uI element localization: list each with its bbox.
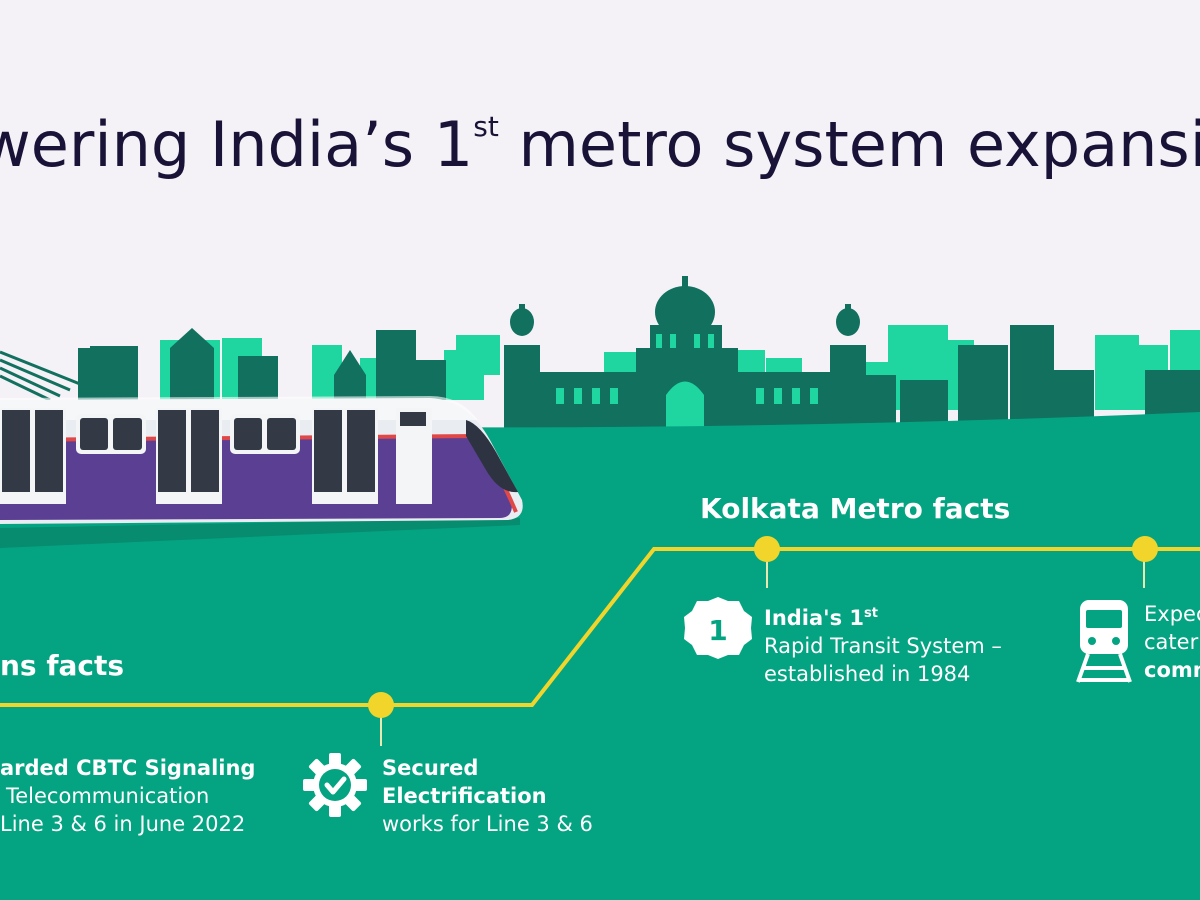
siemens-facts-heading: ns facts xyxy=(0,649,125,682)
timeline-track xyxy=(0,547,1200,707)
title-superscript: st xyxy=(473,110,499,144)
kolkata-fact1-line1-sup: st xyxy=(864,606,878,621)
bridge-cables xyxy=(0,350,81,402)
title-prefix: wering India’s 1 xyxy=(0,108,474,181)
gear-check-icon xyxy=(303,753,367,817)
timeline-dot-electrification xyxy=(368,692,394,718)
siemens-fact-electrification: Secured Electrification works for Line 3… xyxy=(382,754,593,838)
train-windows xyxy=(76,414,300,454)
siemens-fact2-line2: Electrification xyxy=(382,784,547,808)
siemens-fact2-line1: Secured xyxy=(382,756,479,780)
timeline-dot-expected xyxy=(1132,536,1158,562)
kolkata-fact2-line2: cater xyxy=(1144,630,1199,654)
palace-details xyxy=(556,334,818,440)
kolkata-fact1-line2: Rapid Transit System – xyxy=(764,634,1002,658)
title-suffix: metro system expansion xyxy=(518,108,1200,181)
number-one-badge-icon: 1 xyxy=(684,597,752,659)
timeline-connectors xyxy=(380,560,1145,746)
siemens-fact1-line2: Telecommunication xyxy=(6,784,210,808)
timeline-dot-india-first xyxy=(754,536,780,562)
siemens-fact1-line1: arded CBTC Signaling xyxy=(0,756,256,780)
train-icon xyxy=(1076,600,1132,683)
svg-text:1: 1 xyxy=(708,614,727,647)
siemens-fact2-line3: works for Line 3 & 6 xyxy=(382,812,593,836)
siemens-fact-cbtc: arded CBTC Signaling Telecommunication L… xyxy=(0,754,255,838)
siemens-fact1-line3: Line 3 & 6 in June 2022 xyxy=(0,812,246,836)
kolkata-fact2-line3: comm xyxy=(1144,658,1200,682)
kolkata-facts-heading: Kolkata Metro facts xyxy=(700,492,1011,525)
metro-train xyxy=(0,396,523,548)
page-title: wering India’s 1st metro system expansio… xyxy=(0,108,1200,198)
train-doors xyxy=(0,408,432,504)
kolkata-fact1-line1: India's 1 xyxy=(764,606,865,630)
kolkata-fact1-line3: established in 1984 xyxy=(764,662,971,686)
kolkata-fact-india-first: India's 1st Rapid Transit System – estab… xyxy=(764,600,1002,688)
